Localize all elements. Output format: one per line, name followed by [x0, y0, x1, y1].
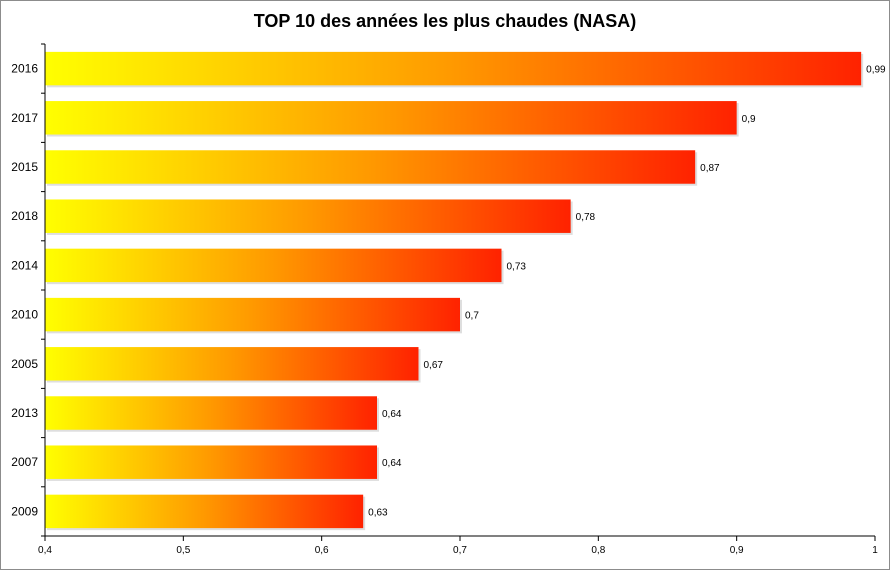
- data-label: 0,9: [742, 114, 756, 125]
- x-tick-label: 0,9: [730, 545, 744, 556]
- x-tick-label: 0,6: [315, 545, 329, 556]
- bar-2015: [45, 150, 696, 184]
- category-label: 2005: [11, 357, 38, 371]
- x-tick-label: 0,7: [453, 545, 467, 556]
- category-label: 2009: [11, 504, 38, 518]
- category-label: 2017: [11, 111, 38, 125]
- category-label: 2007: [11, 455, 38, 469]
- data-label: 0,7: [465, 311, 479, 322]
- data-label: 0,78: [576, 212, 596, 223]
- bar-2010: [45, 297, 460, 332]
- category-label: 2013: [11, 406, 38, 420]
- x-tick-label: 0,4: [38, 545, 52, 556]
- bar-2016: [45, 51, 862, 86]
- bar-2018: [45, 199, 571, 233]
- data-label: 0,64: [382, 458, 402, 469]
- category-label: 2014: [11, 258, 38, 272]
- category-label: 2018: [11, 209, 38, 223]
- x-tick-label: 1: [872, 545, 878, 556]
- bar-2017: [45, 101, 737, 135]
- data-label: 0,99: [866, 65, 886, 76]
- category-label: 2015: [11, 160, 38, 174]
- bar-2013: [45, 396, 377, 430]
- data-label: 0,73: [507, 261, 527, 272]
- x-tick-label: 0,8: [591, 545, 605, 556]
- data-label: 0,64: [382, 409, 402, 420]
- data-label: 0,87: [700, 163, 720, 174]
- bar-2007: [45, 445, 377, 479]
- category-label: 2010: [11, 308, 38, 322]
- bar-2005: [45, 347, 419, 381]
- data-label: 0,63: [368, 507, 388, 518]
- bar-2014: [45, 248, 502, 283]
- x-tick-label: 0,5: [176, 545, 190, 556]
- data-label: 0,67: [424, 360, 444, 371]
- category-label: 2016: [11, 62, 38, 76]
- bar-2009: [45, 494, 364, 529]
- chart-title: TOP 10 des années les plus chaudes (NASA…: [253, 11, 637, 31]
